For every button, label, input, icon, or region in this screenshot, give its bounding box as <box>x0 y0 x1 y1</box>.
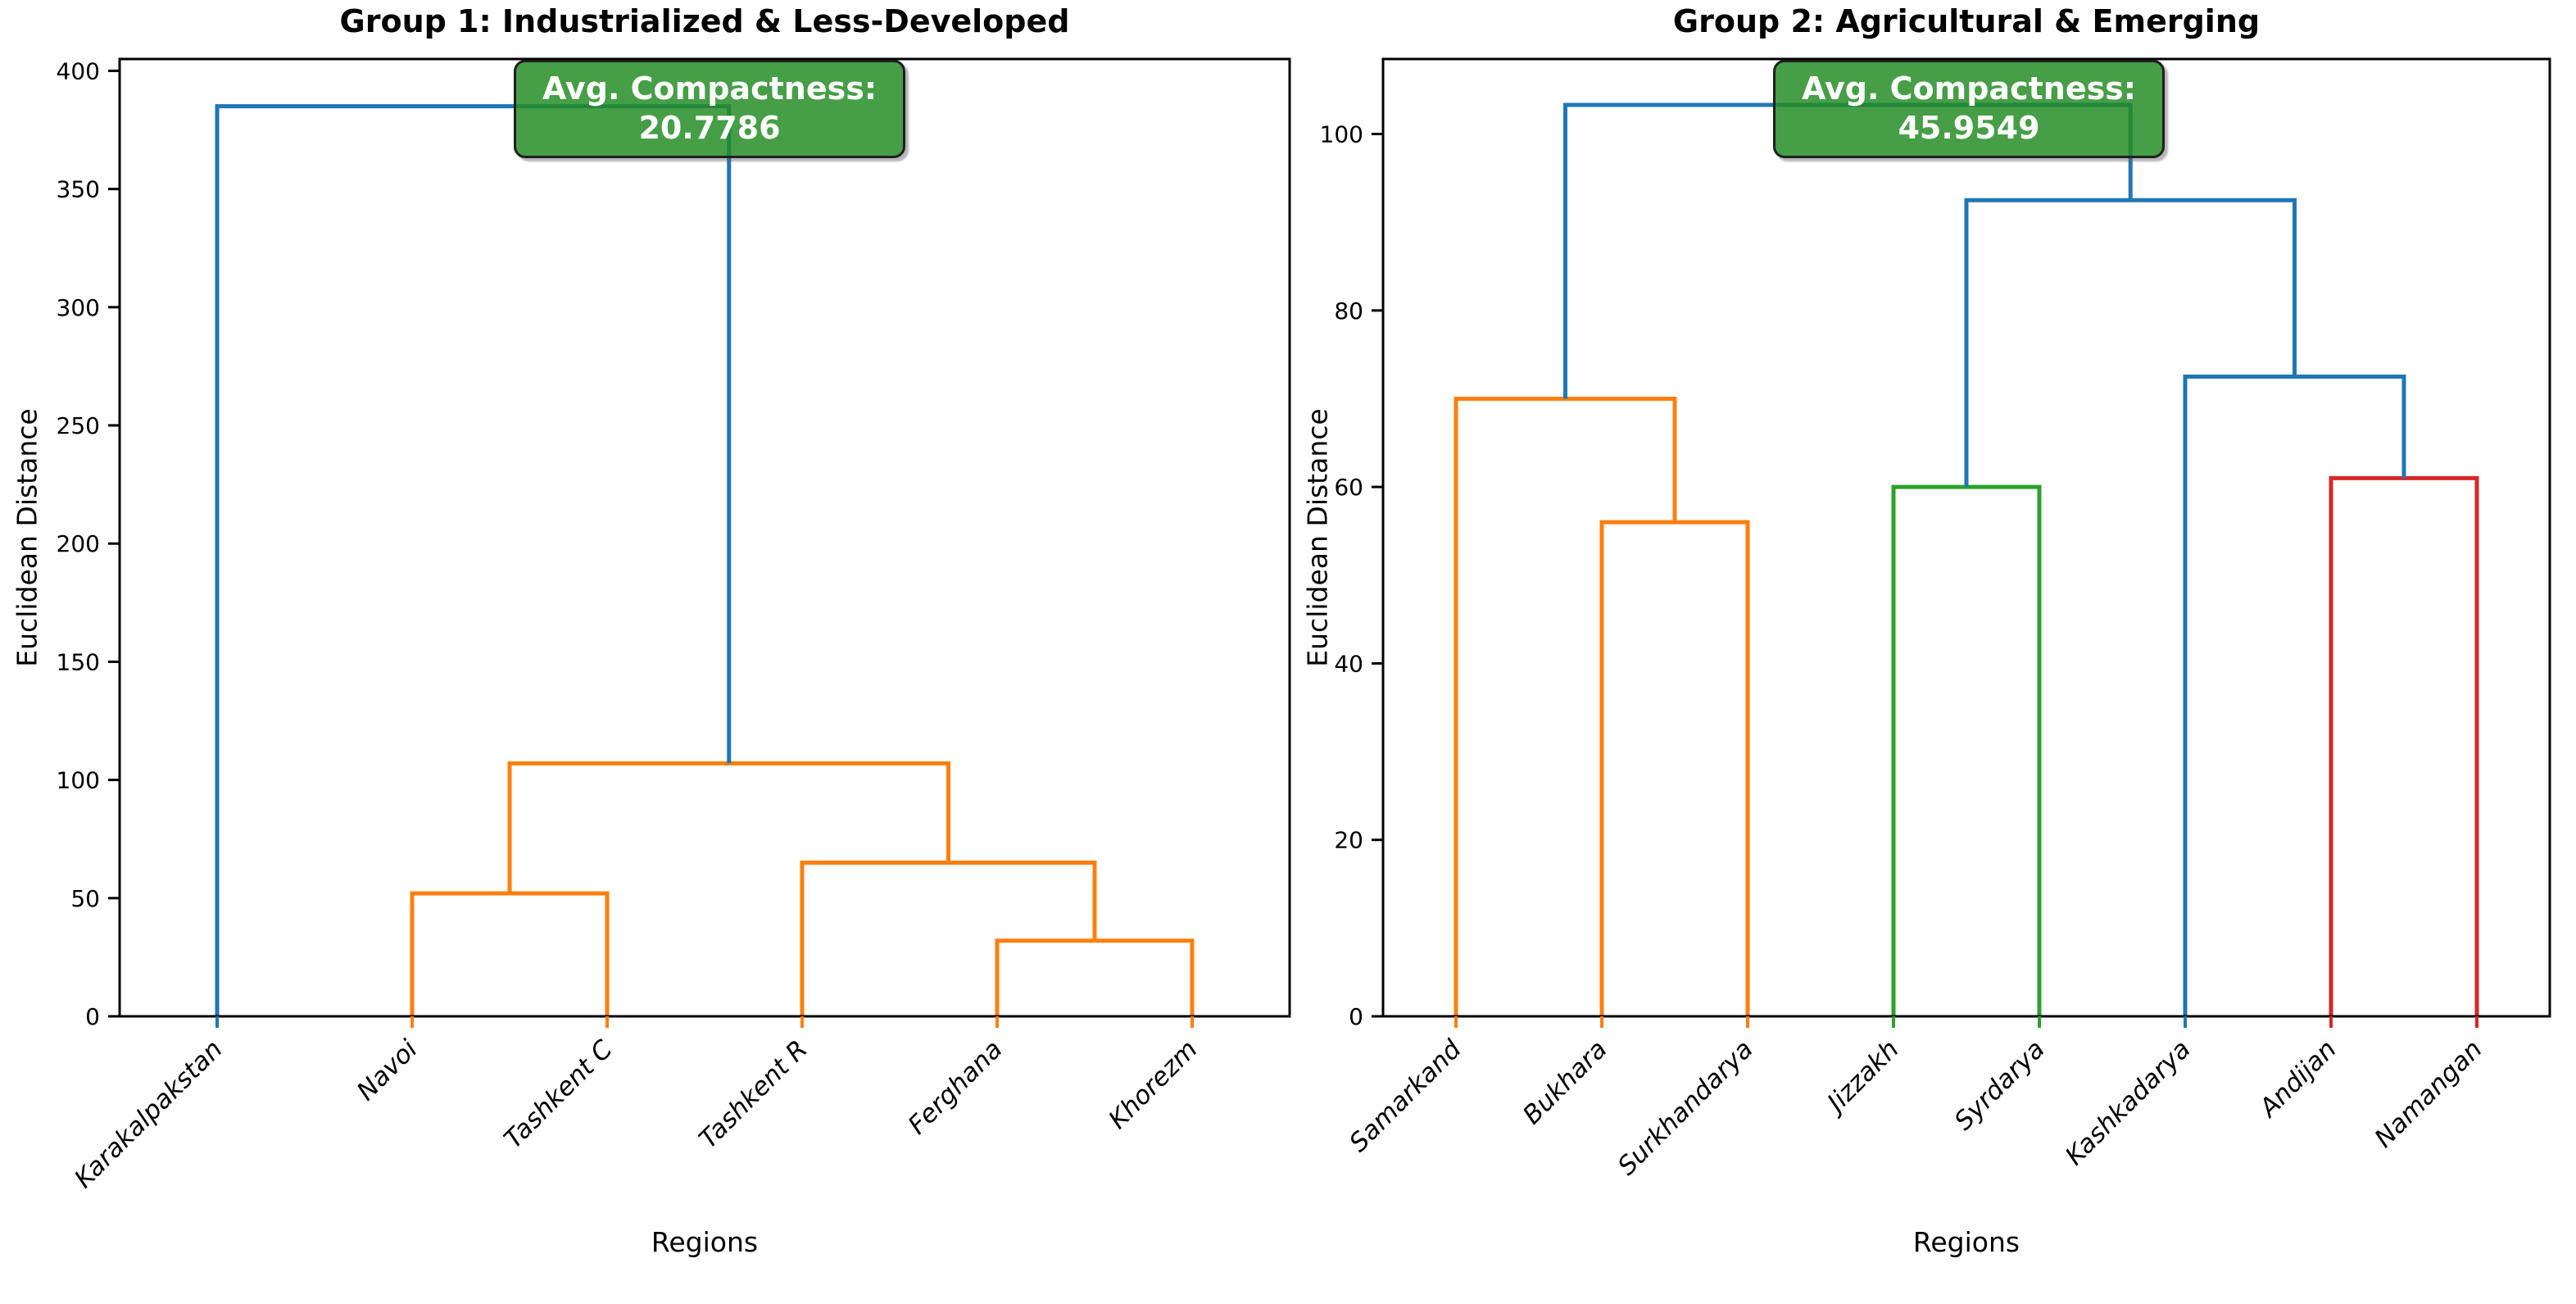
plot2-badge-value: 45.9549 <box>1898 110 2040 146</box>
plot1-title: Group 1: Industrialized & Less-Developed <box>339 3 1070 39</box>
plot2-leaf-label: Syrdarya <box>1949 1034 2051 1136</box>
plot2-leaf-label: Surkhandarya <box>1612 1034 1759 1181</box>
plot1-y-tick-label: 300 <box>57 294 100 321</box>
plot2-y-tick-label: 100 <box>1320 121 1363 148</box>
plot2-x-axis-label: Regions <box>1912 1226 2020 1258</box>
plot2-leaf-label: Kashkadarya <box>2060 1034 2197 1171</box>
plot1-y-tick-label: 200 <box>57 530 100 557</box>
plot1-axes-frame <box>118 57 1291 1018</box>
plot1-y-tick-label: 150 <box>57 648 100 675</box>
plot1-y-tick-label: 350 <box>57 176 100 203</box>
plot2-dendrogram-link <box>1599 520 1750 1016</box>
plot1-y-axis-label: Euclidean Distance <box>11 408 43 667</box>
plot1-badge-value: 20.7786 <box>638 110 781 146</box>
plot1-dendrogram-link <box>410 891 610 1016</box>
plot1-badge-label: Avg. Compactness: <box>542 70 878 107</box>
plot2-y-tick-label: 80 <box>1334 298 1363 325</box>
plot2-y-tick-label: 20 <box>1334 827 1363 854</box>
plot1-y-tick-label: 400 <box>57 57 100 84</box>
plot1-leaf-label: Tashkent C <box>498 1034 618 1154</box>
plot2-y-tick-label: 0 <box>1349 1003 1363 1030</box>
plot1-leaf-label: Karakalpakstan <box>69 1034 229 1194</box>
plot2-badge-label: Avg. Compactness: <box>1801 70 2137 107</box>
plot1-dendrogram-link <box>215 104 732 1016</box>
plot1-leaf-label: Navoi <box>351 1034 424 1106</box>
plot2-title: Group 2: Agricultural & Emerging <box>1672 3 2261 39</box>
plot2-dendrogram-link <box>1454 396 1677 1016</box>
plot2-y-tick-label: 40 <box>1334 650 1363 677</box>
plot1-leaf-label: Tashkent R <box>693 1034 813 1154</box>
plot2-y-tick-label: 60 <box>1334 474 1363 501</box>
plot1-leaf-label: Khorezm <box>1103 1034 1203 1134</box>
plot1-dendrogram-link <box>995 938 1195 1016</box>
plot1-x-axis-label: Regions <box>651 1226 759 1258</box>
plot2-axes-frame <box>1381 57 2551 1018</box>
plot1-leaf-label: Ferghana <box>903 1034 1009 1140</box>
plot1-y-tick-label: 250 <box>57 412 100 439</box>
plot2-leaf-label: Andijan <box>2252 1034 2342 1124</box>
plot2-dendrogram-link <box>1891 484 2042 1016</box>
plot2-leaf-label: Bukhara <box>1517 1034 1613 1130</box>
plot2-leaf-label: Samarkand <box>1344 1034 1467 1158</box>
plot1-y-tick-label: 0 <box>85 1003 100 1030</box>
plot2-leaf-label: Jizzakh <box>1818 1034 1904 1120</box>
plot2-leaf-label: Namangan <box>2369 1034 2488 1153</box>
plot1-y-tick-label: 100 <box>57 767 100 794</box>
plot1-dendrogram-link <box>507 761 950 894</box>
plot2-dendrogram-link <box>1964 198 2297 488</box>
plot2-y-axis-label: Euclidean Distance <box>1301 408 1334 667</box>
plot2-dendrogram-link <box>2183 375 2406 1016</box>
plot1-y-tick-label: 50 <box>70 885 100 912</box>
plot1-compactness-badge: Avg. Compactness: 20.7786 <box>514 60 905 158</box>
plot2-compactness-badge: Avg. Compactness: 45.9549 <box>1773 60 2165 158</box>
plot2-dendrogram-link <box>2329 475 2479 1016</box>
